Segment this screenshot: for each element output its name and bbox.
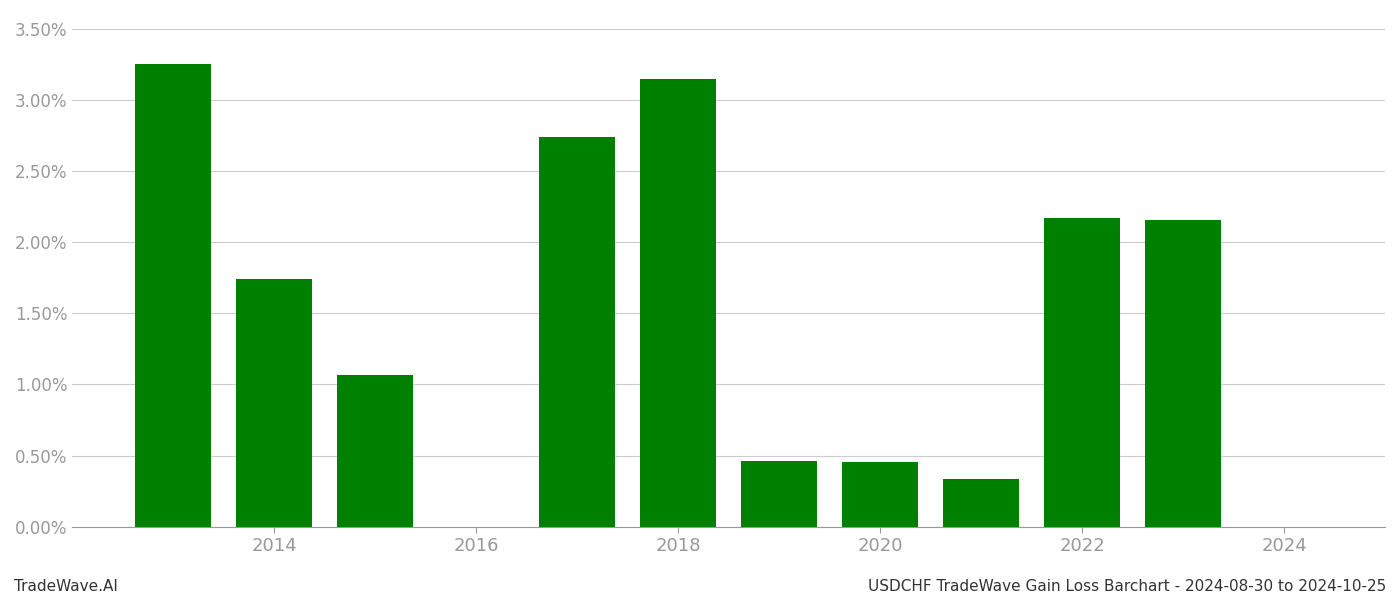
- Bar: [539, 137, 615, 527]
- Bar: [843, 462, 918, 527]
- Bar: [640, 79, 715, 527]
- Bar: [337, 374, 413, 527]
- Bar: [136, 64, 211, 527]
- Bar: [237, 280, 312, 527]
- Text: USDCHF TradeWave Gain Loss Barchart - 2024-08-30 to 2024-10-25: USDCHF TradeWave Gain Loss Barchart - 20…: [868, 579, 1386, 594]
- Bar: [1044, 218, 1120, 527]
- Bar: [944, 479, 1019, 527]
- Text: TradeWave.AI: TradeWave.AI: [14, 579, 118, 594]
- Bar: [1145, 220, 1221, 527]
- Bar: [742, 461, 818, 527]
